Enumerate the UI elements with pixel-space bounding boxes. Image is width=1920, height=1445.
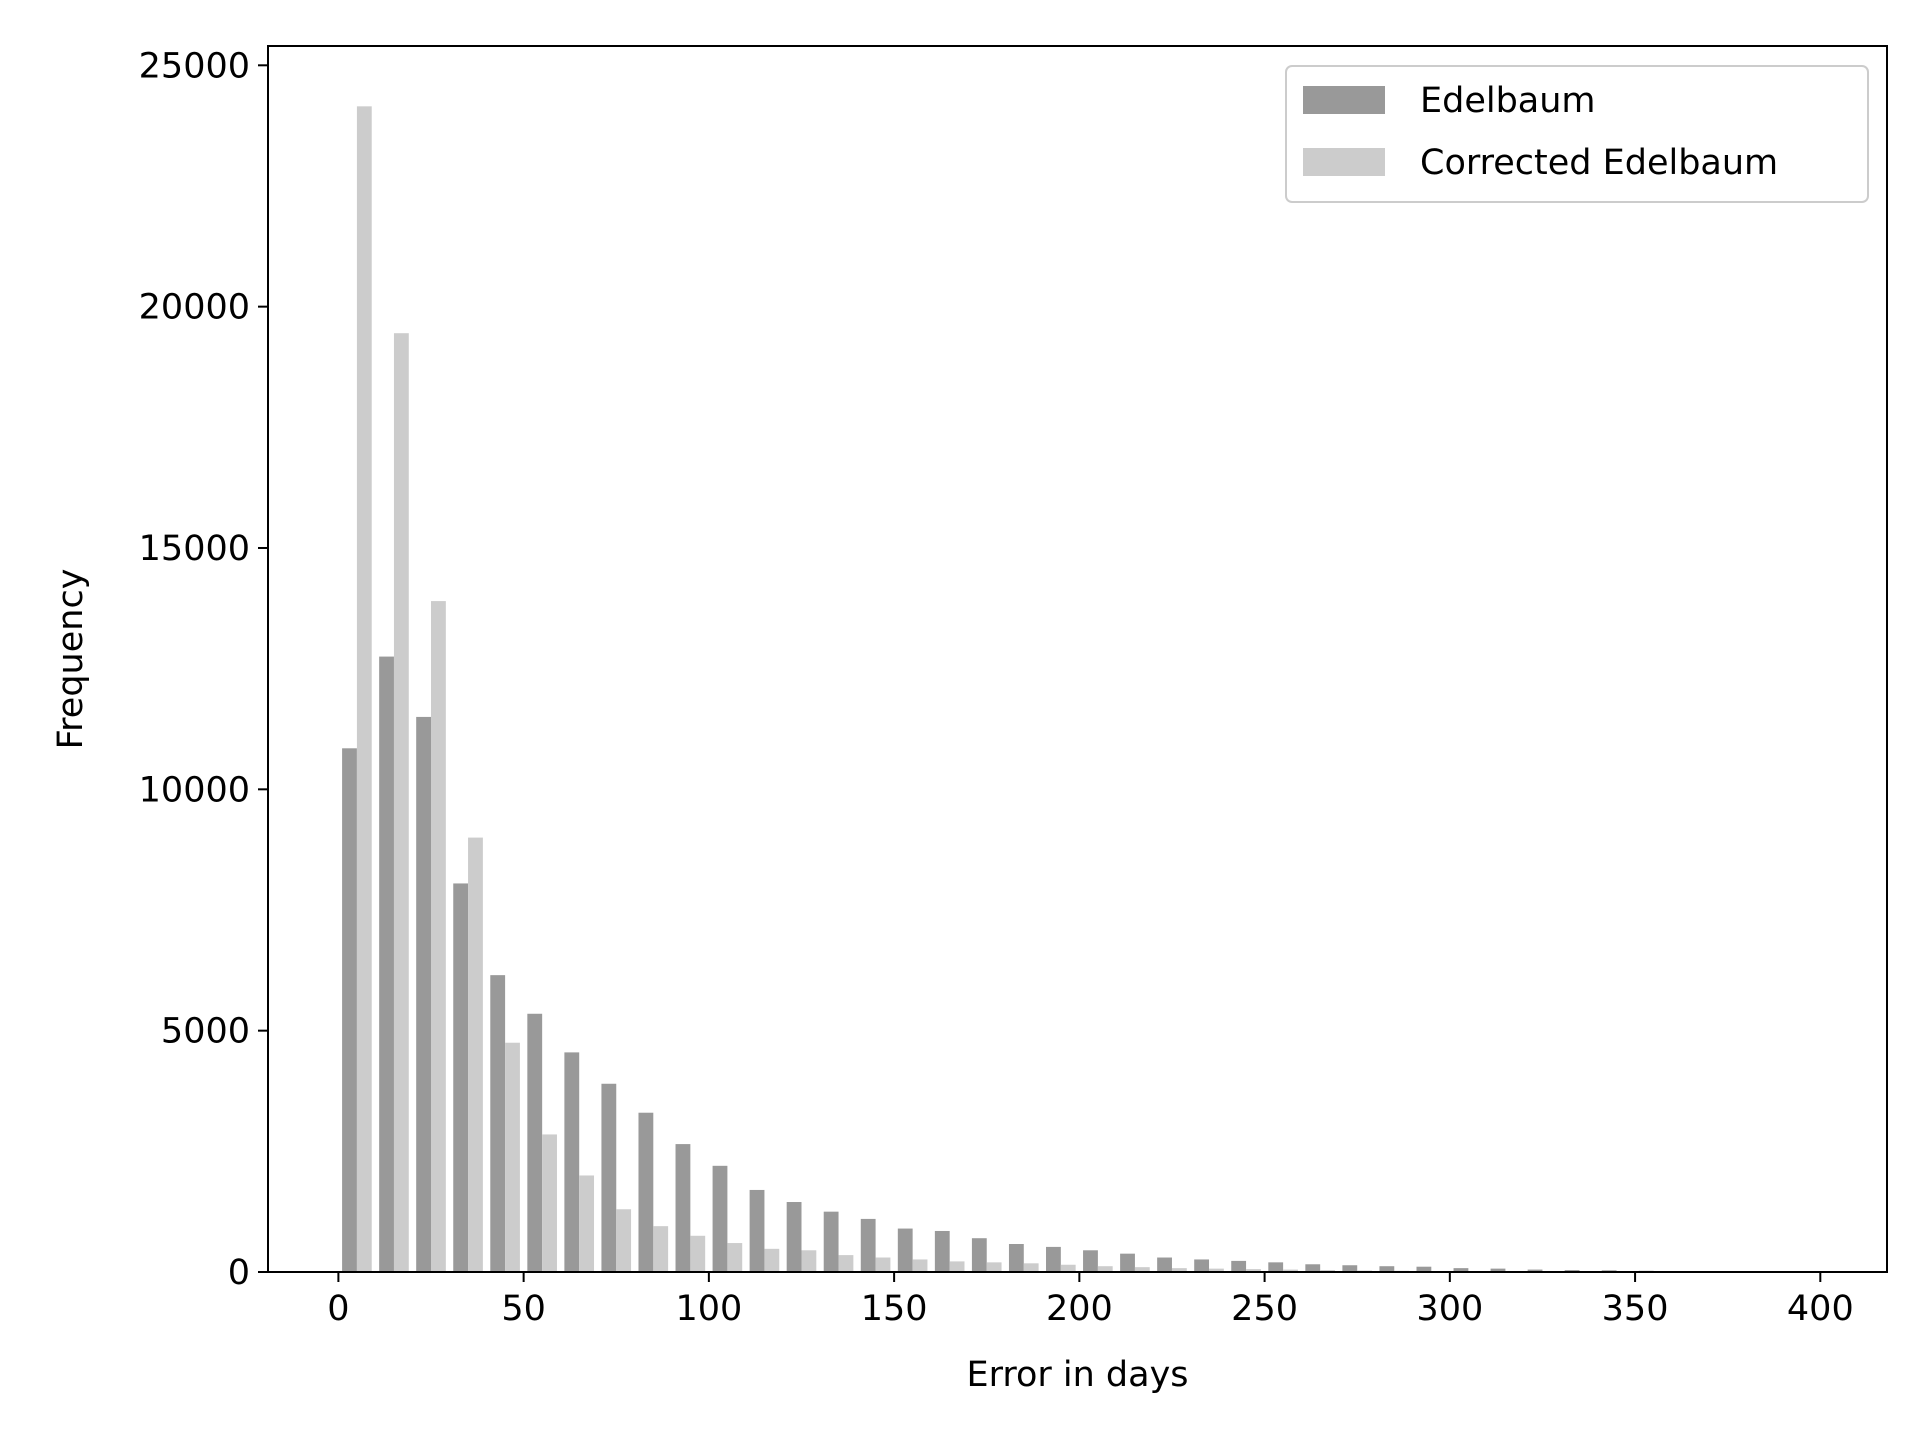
x-tick-label: 100 <box>675 1289 742 1329</box>
bar-edelbaum-160 <box>935 1231 950 1272</box>
y-tick-label: 15000 <box>139 529 250 569</box>
bar-corrected-edelbaum-180 <box>1024 1263 1039 1272</box>
x-tick-label: 50 <box>501 1289 546 1329</box>
bar-corrected-edelbaum-90 <box>690 1236 705 1272</box>
bar-edelbaum-260 <box>1305 1264 1320 1272</box>
bar-edelbaum-180 <box>1009 1244 1024 1272</box>
x-tick-label: 200 <box>1046 1289 1113 1329</box>
y-axis-label: Frequency <box>51 569 91 750</box>
bar-edelbaum-110 <box>750 1190 765 1272</box>
bar-edelbaum-240 <box>1231 1261 1246 1272</box>
bar-corrected-edelbaum-80 <box>653 1226 668 1272</box>
bar-corrected-edelbaum-60 <box>579 1175 594 1272</box>
bar-corrected-edelbaum-0 <box>357 106 372 1272</box>
bar-edelbaum-170 <box>972 1238 987 1272</box>
y-tick-label: 0 <box>228 1253 250 1293</box>
bar-edelbaum-200 <box>1083 1250 1098 1272</box>
y-tick-label: 10000 <box>139 770 250 810</box>
bar-edelbaum-220 <box>1157 1258 1172 1272</box>
bar-edelbaum-50 <box>527 1014 542 1272</box>
bar-corrected-edelbaum-100 <box>727 1243 742 1272</box>
bar-edelbaum-140 <box>861 1219 876 1272</box>
bar-edelbaum-250 <box>1268 1262 1283 1272</box>
bar-corrected-edelbaum-160 <box>950 1261 965 1272</box>
y-tick-label: 25000 <box>139 46 250 86</box>
bar-corrected-edelbaum-140 <box>876 1258 891 1272</box>
bar-corrected-edelbaum-50 <box>542 1134 557 1272</box>
bar-edelbaum-30 <box>453 883 468 1272</box>
y-tick-label: 5000 <box>161 1012 250 1052</box>
bar-edelbaum-70 <box>601 1084 616 1272</box>
bar-corrected-edelbaum-10 <box>394 333 409 1272</box>
bar-edelbaum-0 <box>342 748 357 1272</box>
x-tick-label: 150 <box>861 1289 928 1329</box>
legend-label-corrected-edelbaum: Corrected Edelbaum <box>1420 143 1778 183</box>
legend: Edelbaum Corrected Edelbaum <box>1286 66 1868 202</box>
bar-edelbaum-10 <box>379 657 394 1272</box>
bar-edelbaum-120 <box>787 1202 802 1272</box>
bar-edelbaum-40 <box>490 975 505 1272</box>
bar-corrected-edelbaum-110 <box>764 1249 779 1272</box>
y-tick-label: 20000 <box>139 288 250 328</box>
legend-label-edelbaum: Edelbaum <box>1420 81 1596 121</box>
x-tick-label: 0 <box>327 1289 349 1329</box>
x-tick-label: 400 <box>1787 1289 1854 1329</box>
bar-corrected-edelbaum-130 <box>839 1255 854 1272</box>
legend-swatch-edelbaum <box>1303 86 1385 114</box>
bar-corrected-edelbaum-150 <box>913 1259 928 1272</box>
bar-edelbaum-80 <box>638 1113 653 1272</box>
bar-edelbaum-190 <box>1046 1247 1061 1272</box>
bar-corrected-edelbaum-190 <box>1061 1265 1076 1272</box>
bar-edelbaum-230 <box>1194 1259 1209 1272</box>
legend-swatch-corrected-edelbaum <box>1303 148 1385 176</box>
bar-corrected-edelbaum-20 <box>431 601 446 1272</box>
bar-edelbaum-270 <box>1342 1265 1357 1272</box>
bar-corrected-edelbaum-170 <box>987 1262 1002 1272</box>
x-tick-label: 350 <box>1602 1289 1669 1329</box>
bar-edelbaum-60 <box>564 1052 579 1272</box>
x-tick-label: 250 <box>1231 1289 1298 1329</box>
bar-edelbaum-20 <box>416 717 431 1272</box>
bar-edelbaum-90 <box>676 1144 691 1272</box>
bar-edelbaum-100 <box>713 1166 728 1272</box>
bar-edelbaum-130 <box>824 1212 839 1272</box>
x-tick-label: 300 <box>1416 1289 1483 1329</box>
bar-corrected-edelbaum-120 <box>801 1250 816 1272</box>
bar-edelbaum-150 <box>898 1229 913 1272</box>
bar-edelbaum-210 <box>1120 1254 1135 1272</box>
bar-corrected-edelbaum-40 <box>505 1043 520 1272</box>
bar-corrected-edelbaum-70 <box>616 1209 631 1272</box>
x-axis-label: Error in days <box>966 1355 1188 1395</box>
bar-corrected-edelbaum-30 <box>468 838 483 1272</box>
